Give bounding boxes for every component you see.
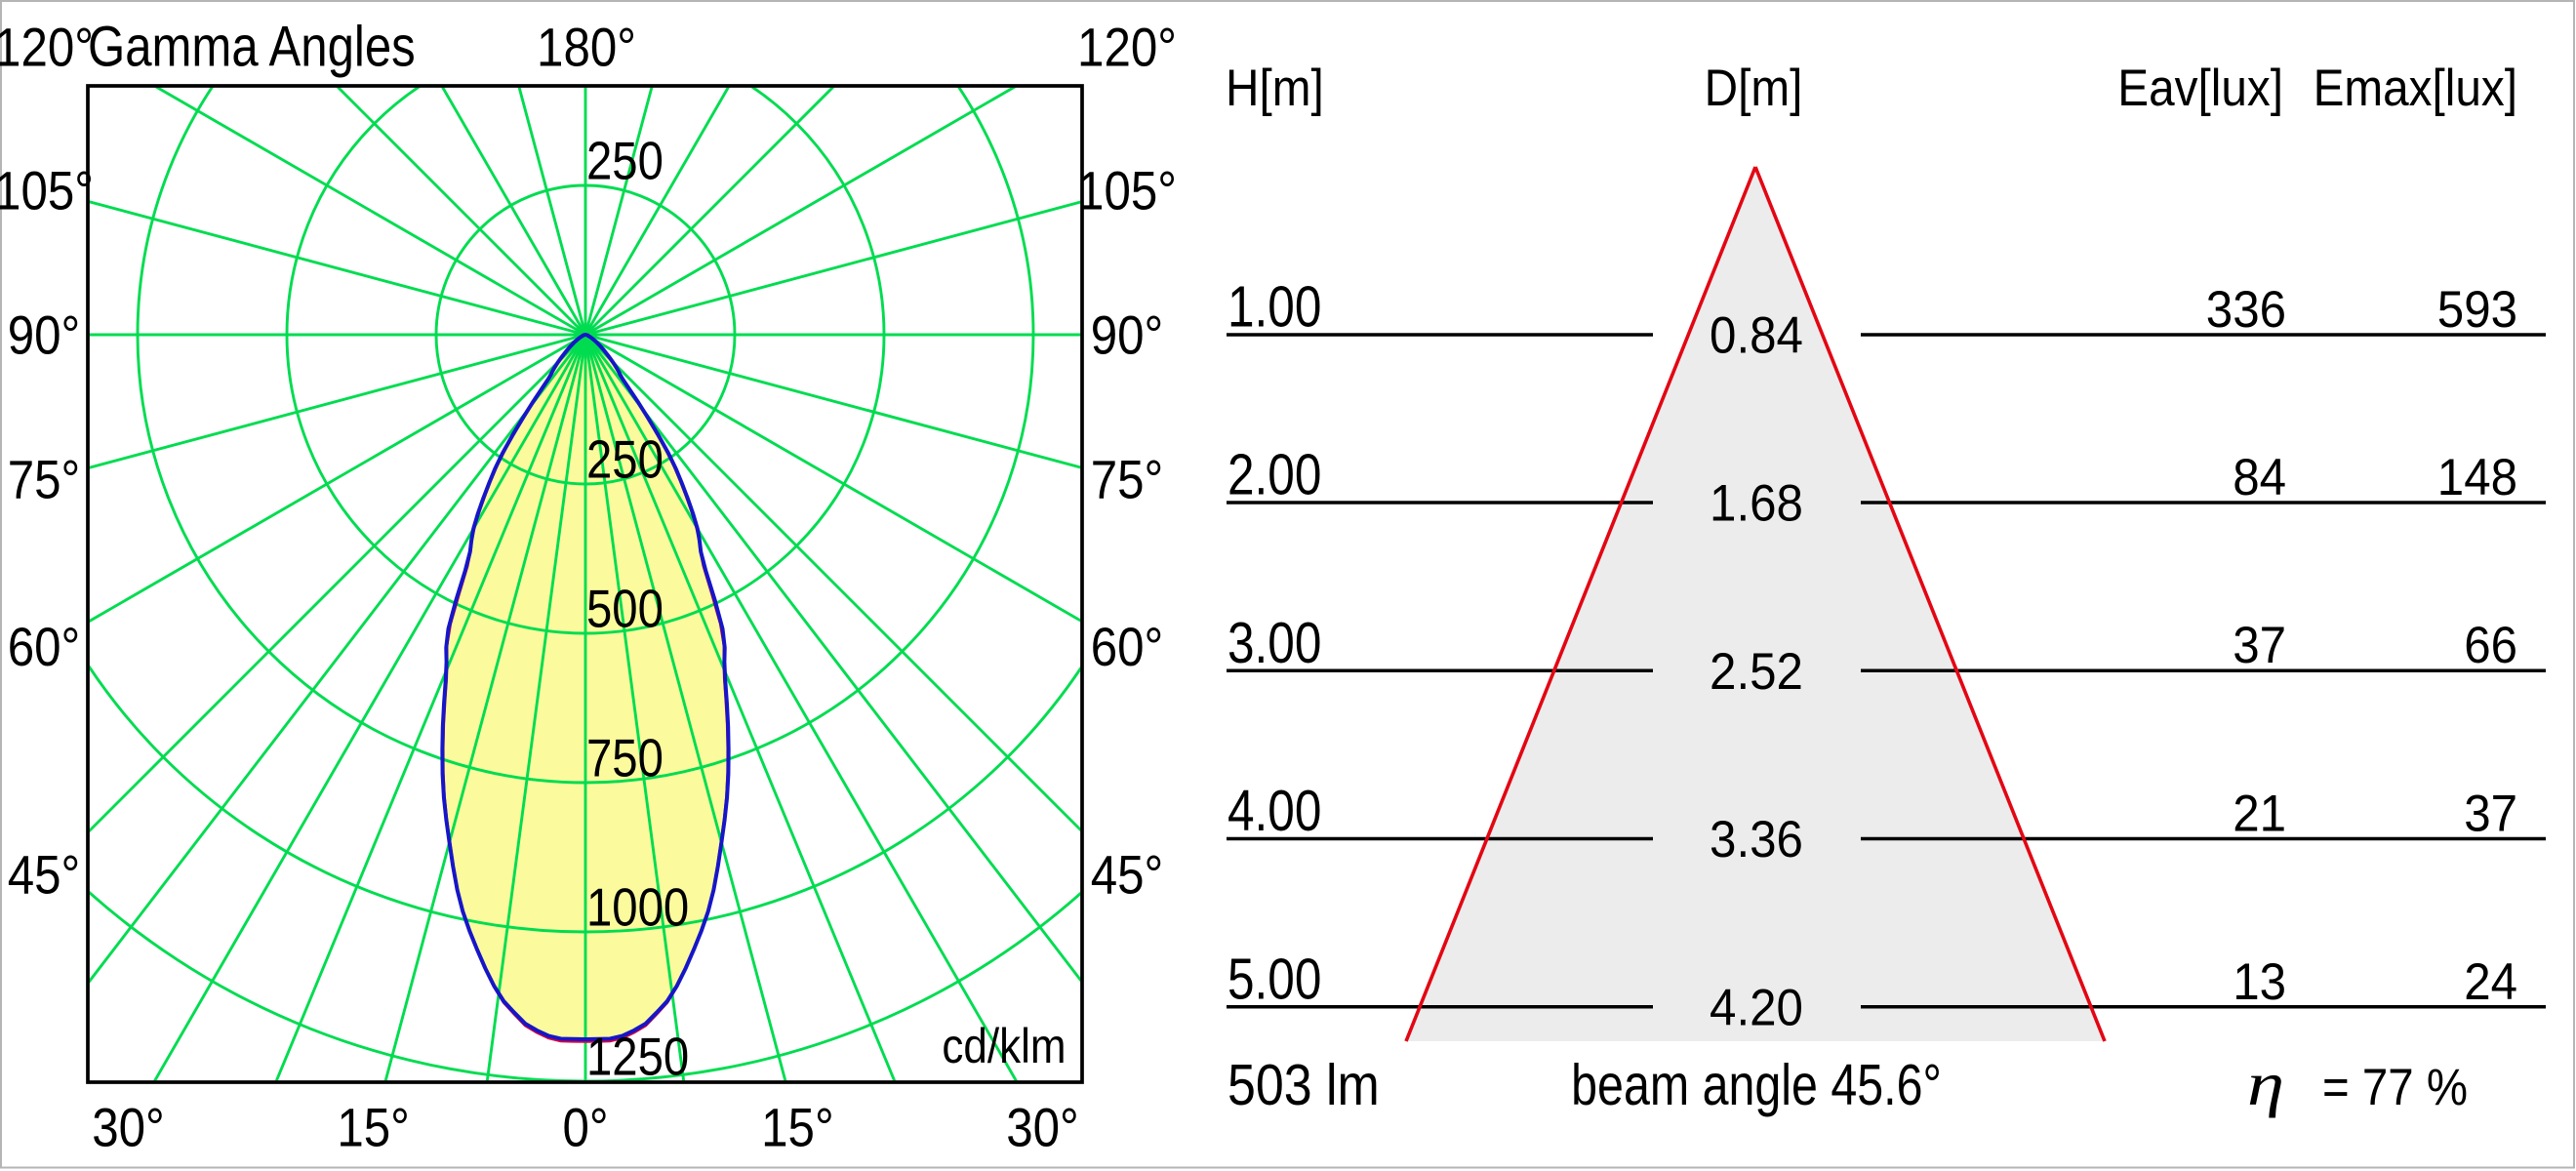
svg-text:21: 21 <box>2233 786 2286 843</box>
svg-text:0°: 0° <box>562 1097 608 1158</box>
svg-text:593: 593 <box>2437 281 2517 339</box>
svg-text:H[m]: H[m] <box>1226 60 1324 117</box>
svg-text:148: 148 <box>2437 449 2517 506</box>
svg-text:15°: 15° <box>337 1097 410 1158</box>
svg-text:37: 37 <box>2233 617 2286 674</box>
svg-text:45°: 45° <box>8 844 81 906</box>
svg-text:3.00: 3.00 <box>1228 611 1321 675</box>
svg-text:336: 336 <box>2206 281 2286 339</box>
svg-text:cd/klm: cd/klm <box>942 1019 1066 1073</box>
svg-text:105°: 105° <box>1077 159 1177 221</box>
svg-text:4.20: 4.20 <box>1710 979 1803 1036</box>
svg-text:η: η <box>2247 1050 2284 1118</box>
svg-text:120°: 120° <box>0 17 94 78</box>
svg-text:D[m]: D[m] <box>1705 60 1803 117</box>
svg-text:Eav[lux]: Eav[lux] <box>2117 60 2283 117</box>
svg-text:503 lm: 503 lm <box>1228 1053 1380 1117</box>
svg-text:13: 13 <box>2233 953 2286 1011</box>
svg-text:5.00: 5.00 <box>1228 948 1321 1012</box>
svg-text:250: 250 <box>586 131 664 191</box>
svg-text:75°: 75° <box>8 449 81 510</box>
svg-text:105°: 105° <box>0 159 94 221</box>
svg-text:2.52: 2.52 <box>1710 643 1803 701</box>
svg-text:2.00: 2.00 <box>1228 443 1321 507</box>
svg-text:37: 37 <box>2464 786 2517 843</box>
svg-text:4.00: 4.00 <box>1228 779 1321 843</box>
svg-text:0.84: 0.84 <box>1710 307 1803 365</box>
svg-text:1000: 1000 <box>586 877 689 938</box>
svg-text:60°: 60° <box>1091 616 1164 677</box>
svg-text:180°: 180° <box>537 17 636 78</box>
svg-text:90°: 90° <box>1091 304 1164 366</box>
svg-text:30°: 30° <box>1006 1097 1079 1158</box>
svg-text:66: 66 <box>2464 617 2517 674</box>
svg-text:60°: 60° <box>8 616 81 677</box>
svg-text:45°: 45° <box>1091 844 1164 906</box>
svg-text:30°: 30° <box>92 1097 165 1158</box>
svg-text:= 77 %: = 77 % <box>2322 1059 2468 1116</box>
svg-text:1.68: 1.68 <box>1710 475 1803 533</box>
svg-text:1250: 1250 <box>586 1027 689 1087</box>
svg-text:24: 24 <box>2464 953 2517 1011</box>
svg-text:3.36: 3.36 <box>1710 811 1803 868</box>
svg-text:500: 500 <box>586 579 664 639</box>
svg-text:250: 250 <box>586 429 664 490</box>
svg-text:84: 84 <box>2233 449 2286 506</box>
svg-text:120°: 120° <box>1077 17 1177 78</box>
svg-text:15°: 15° <box>761 1097 834 1158</box>
svg-text:90°: 90° <box>8 304 81 366</box>
svg-text:750: 750 <box>586 728 664 788</box>
svg-text:Emax[lux]: Emax[lux] <box>2314 60 2517 117</box>
svg-text:1.00: 1.00 <box>1228 275 1321 340</box>
svg-text:beam angle 45.6°: beam angle 45.6° <box>1571 1053 1942 1117</box>
svg-text:75°: 75° <box>1091 449 1164 510</box>
svg-text:Gamma Angles: Gamma Angles <box>88 16 416 79</box>
